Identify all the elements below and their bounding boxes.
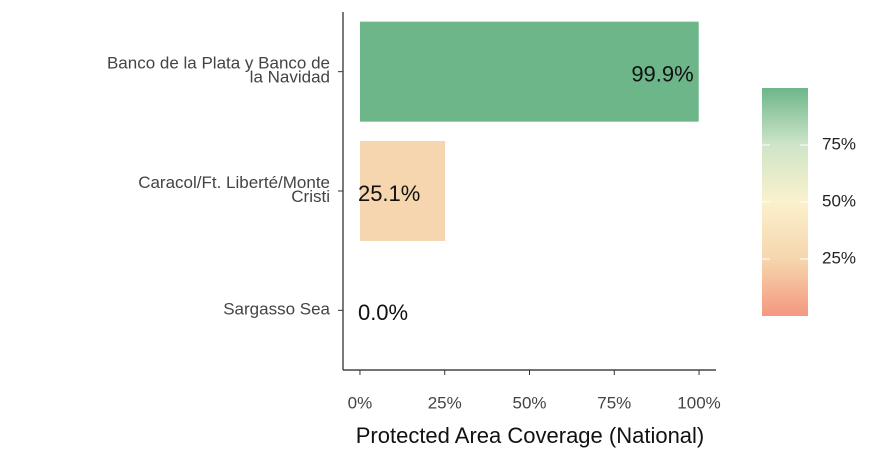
value-label: 25.1%: [358, 181, 420, 206]
y-tick-label: Caracol/Ft. Liberté/Monte Cristi: [138, 173, 330, 206]
value-label: 99.9%: [631, 61, 693, 86]
x-tick-label: 50%: [512, 393, 546, 412]
colorbar-tick-label: 50%: [822, 191, 856, 210]
bar: [359, 141, 446, 241]
x-tick-label: 75%: [597, 393, 631, 412]
colorbar-tick-label: 75%: [822, 134, 856, 153]
x-tick-label: 25%: [428, 393, 462, 412]
x-tick-label: 0%: [348, 393, 373, 412]
x-axis-title: Protected Area Coverage (National): [356, 423, 705, 448]
colorbar-tick-label: 25%: [822, 248, 856, 267]
y-tick-label: Sargasso Sea: [223, 300, 330, 319]
value-label: 0.0%: [358, 300, 408, 325]
y-tick-label: Banco de la Plata y Banco de la Navidad: [107, 54, 330, 87]
bar: [359, 21, 699, 122]
x-tick-label: 100%: [677, 393, 720, 412]
